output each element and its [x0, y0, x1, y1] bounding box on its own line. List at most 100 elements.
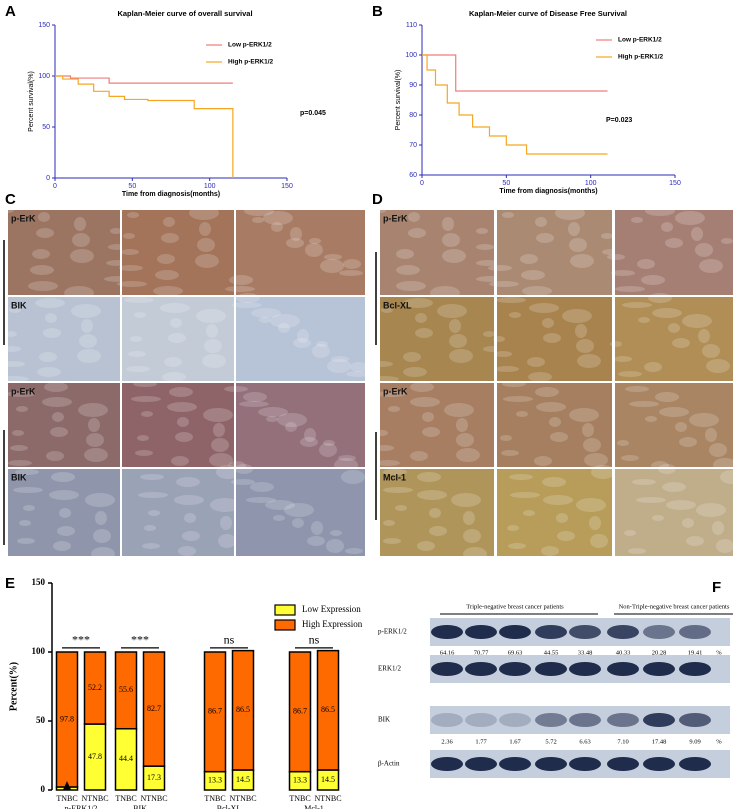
bar-value-label: 13.3 [293, 776, 307, 785]
tissue-texture [521, 270, 545, 280]
tissue-texture [501, 450, 519, 456]
tissue-texture [621, 455, 639, 461]
row-label: BIK [11, 472, 27, 482]
ihc-image [122, 297, 234, 381]
tissue-texture [49, 490, 79, 500]
tissue-texture [178, 546, 196, 556]
tissue-texture [220, 516, 232, 530]
tissue-texture [339, 270, 363, 276]
tissue-texture [652, 515, 664, 521]
x-tick-label: 50 [128, 183, 136, 190]
tissue-texture [632, 479, 656, 485]
ihc-image [8, 297, 120, 381]
blot-band [643, 713, 675, 727]
tissue-texture [196, 309, 226, 323]
tissue-texture [589, 516, 601, 530]
tissue-texture [522, 286, 552, 296]
tissue-texture [309, 238, 321, 244]
blot-band [499, 757, 531, 771]
y-tick-label: 80 [409, 112, 417, 119]
tissue-texture [720, 470, 733, 484]
tissue-texture [536, 233, 554, 243]
tissue-texture [638, 317, 650, 323]
tissue-texture [119, 265, 143, 271]
tissue-texture [542, 318, 554, 328]
band-ratio: 6.63 [579, 738, 590, 745]
tissue-texture [417, 490, 447, 500]
legend-label: Low p-ERK1/2 [228, 42, 272, 49]
ihc-image [497, 297, 612, 381]
tissue-texture [195, 254, 219, 268]
tissue-texture [622, 302, 652, 308]
tissue-texture [509, 474, 533, 480]
ihc-image [497, 383, 612, 467]
row-label: Mcl-1 [383, 472, 406, 482]
band-ratio: 1.67 [509, 738, 521, 745]
tissue-texture [124, 297, 154, 303]
tissue-texture [239, 401, 269, 407]
marker [63, 781, 71, 790]
tissue-texture [229, 275, 253, 285]
tissue-texture [549, 417, 561, 427]
tissue-texture [343, 259, 361, 269]
tissue-texture [141, 411, 153, 417]
tissue-texture [84, 448, 108, 462]
blot-band [569, 713, 601, 727]
tissue-texture [396, 265, 420, 275]
ihc-image [122, 210, 234, 295]
tissue-texture [610, 341, 622, 347]
blot-band [679, 662, 711, 676]
tissue-texture [591, 465, 615, 479]
bar-value-label: 86.7 [208, 707, 222, 716]
tissue-texture [689, 413, 719, 427]
tissue-texture [12, 430, 24, 436]
tissue-texture [555, 206, 585, 220]
tissue-texture [442, 217, 454, 231]
blot-header: Triple-negative breast cancer patients [466, 603, 564, 610]
x-tick-label: 100 [585, 180, 597, 187]
tissue-texture [557, 531, 575, 541]
tissue-texture [244, 206, 274, 216]
bar-value-label: 97.8 [60, 714, 74, 723]
tissue-texture [28, 281, 58, 291]
tissue-texture [582, 423, 594, 437]
tissue-texture [422, 412, 434, 422]
tissue-texture [93, 529, 111, 543]
tissue-texture [396, 281, 426, 291]
tissue-texture [85, 493, 115, 507]
tissue-texture [516, 411, 528, 417]
tissue-texture [429, 508, 441, 518]
tissue-texture [661, 222, 673, 232]
y-tick-label: 0 [41, 784, 46, 794]
tissue-texture [476, 228, 488, 234]
tissue-texture [682, 518, 694, 528]
tissue-texture [636, 497, 666, 503]
tissue-texture [285, 422, 297, 432]
tissue-texture [312, 344, 330, 358]
x-tick-label: NTNBC [81, 794, 108, 803]
tissue-texture [624, 530, 636, 536]
ihc-image [236, 297, 365, 381]
tissue-texture [716, 539, 733, 553]
tissue-texture [13, 487, 43, 493]
tissue-texture [224, 386, 248, 392]
group-label: BIK [133, 804, 147, 809]
legend-swatch [274, 619, 296, 631]
tissue-texture [307, 536, 325, 546]
tissue-texture [415, 328, 433, 338]
survival-curve [422, 54, 608, 92]
tissue-texture [584, 453, 608, 467]
tissue-texture [543, 495, 573, 505]
band-ratio: 20.28 [652, 649, 667, 656]
tissue-texture [16, 406, 28, 412]
tissue-texture [493, 336, 505, 342]
tissue-texture [696, 503, 726, 517]
tissue-texture [86, 433, 104, 447]
blot-row-label: BIK [378, 716, 390, 724]
tissue-texture [449, 334, 467, 348]
tissue-texture [659, 407, 689, 417]
tissue-texture [5, 331, 17, 337]
tissue-texture [142, 543, 160, 549]
tissue-texture [37, 367, 61, 377]
tissue-texture [510, 492, 540, 498]
